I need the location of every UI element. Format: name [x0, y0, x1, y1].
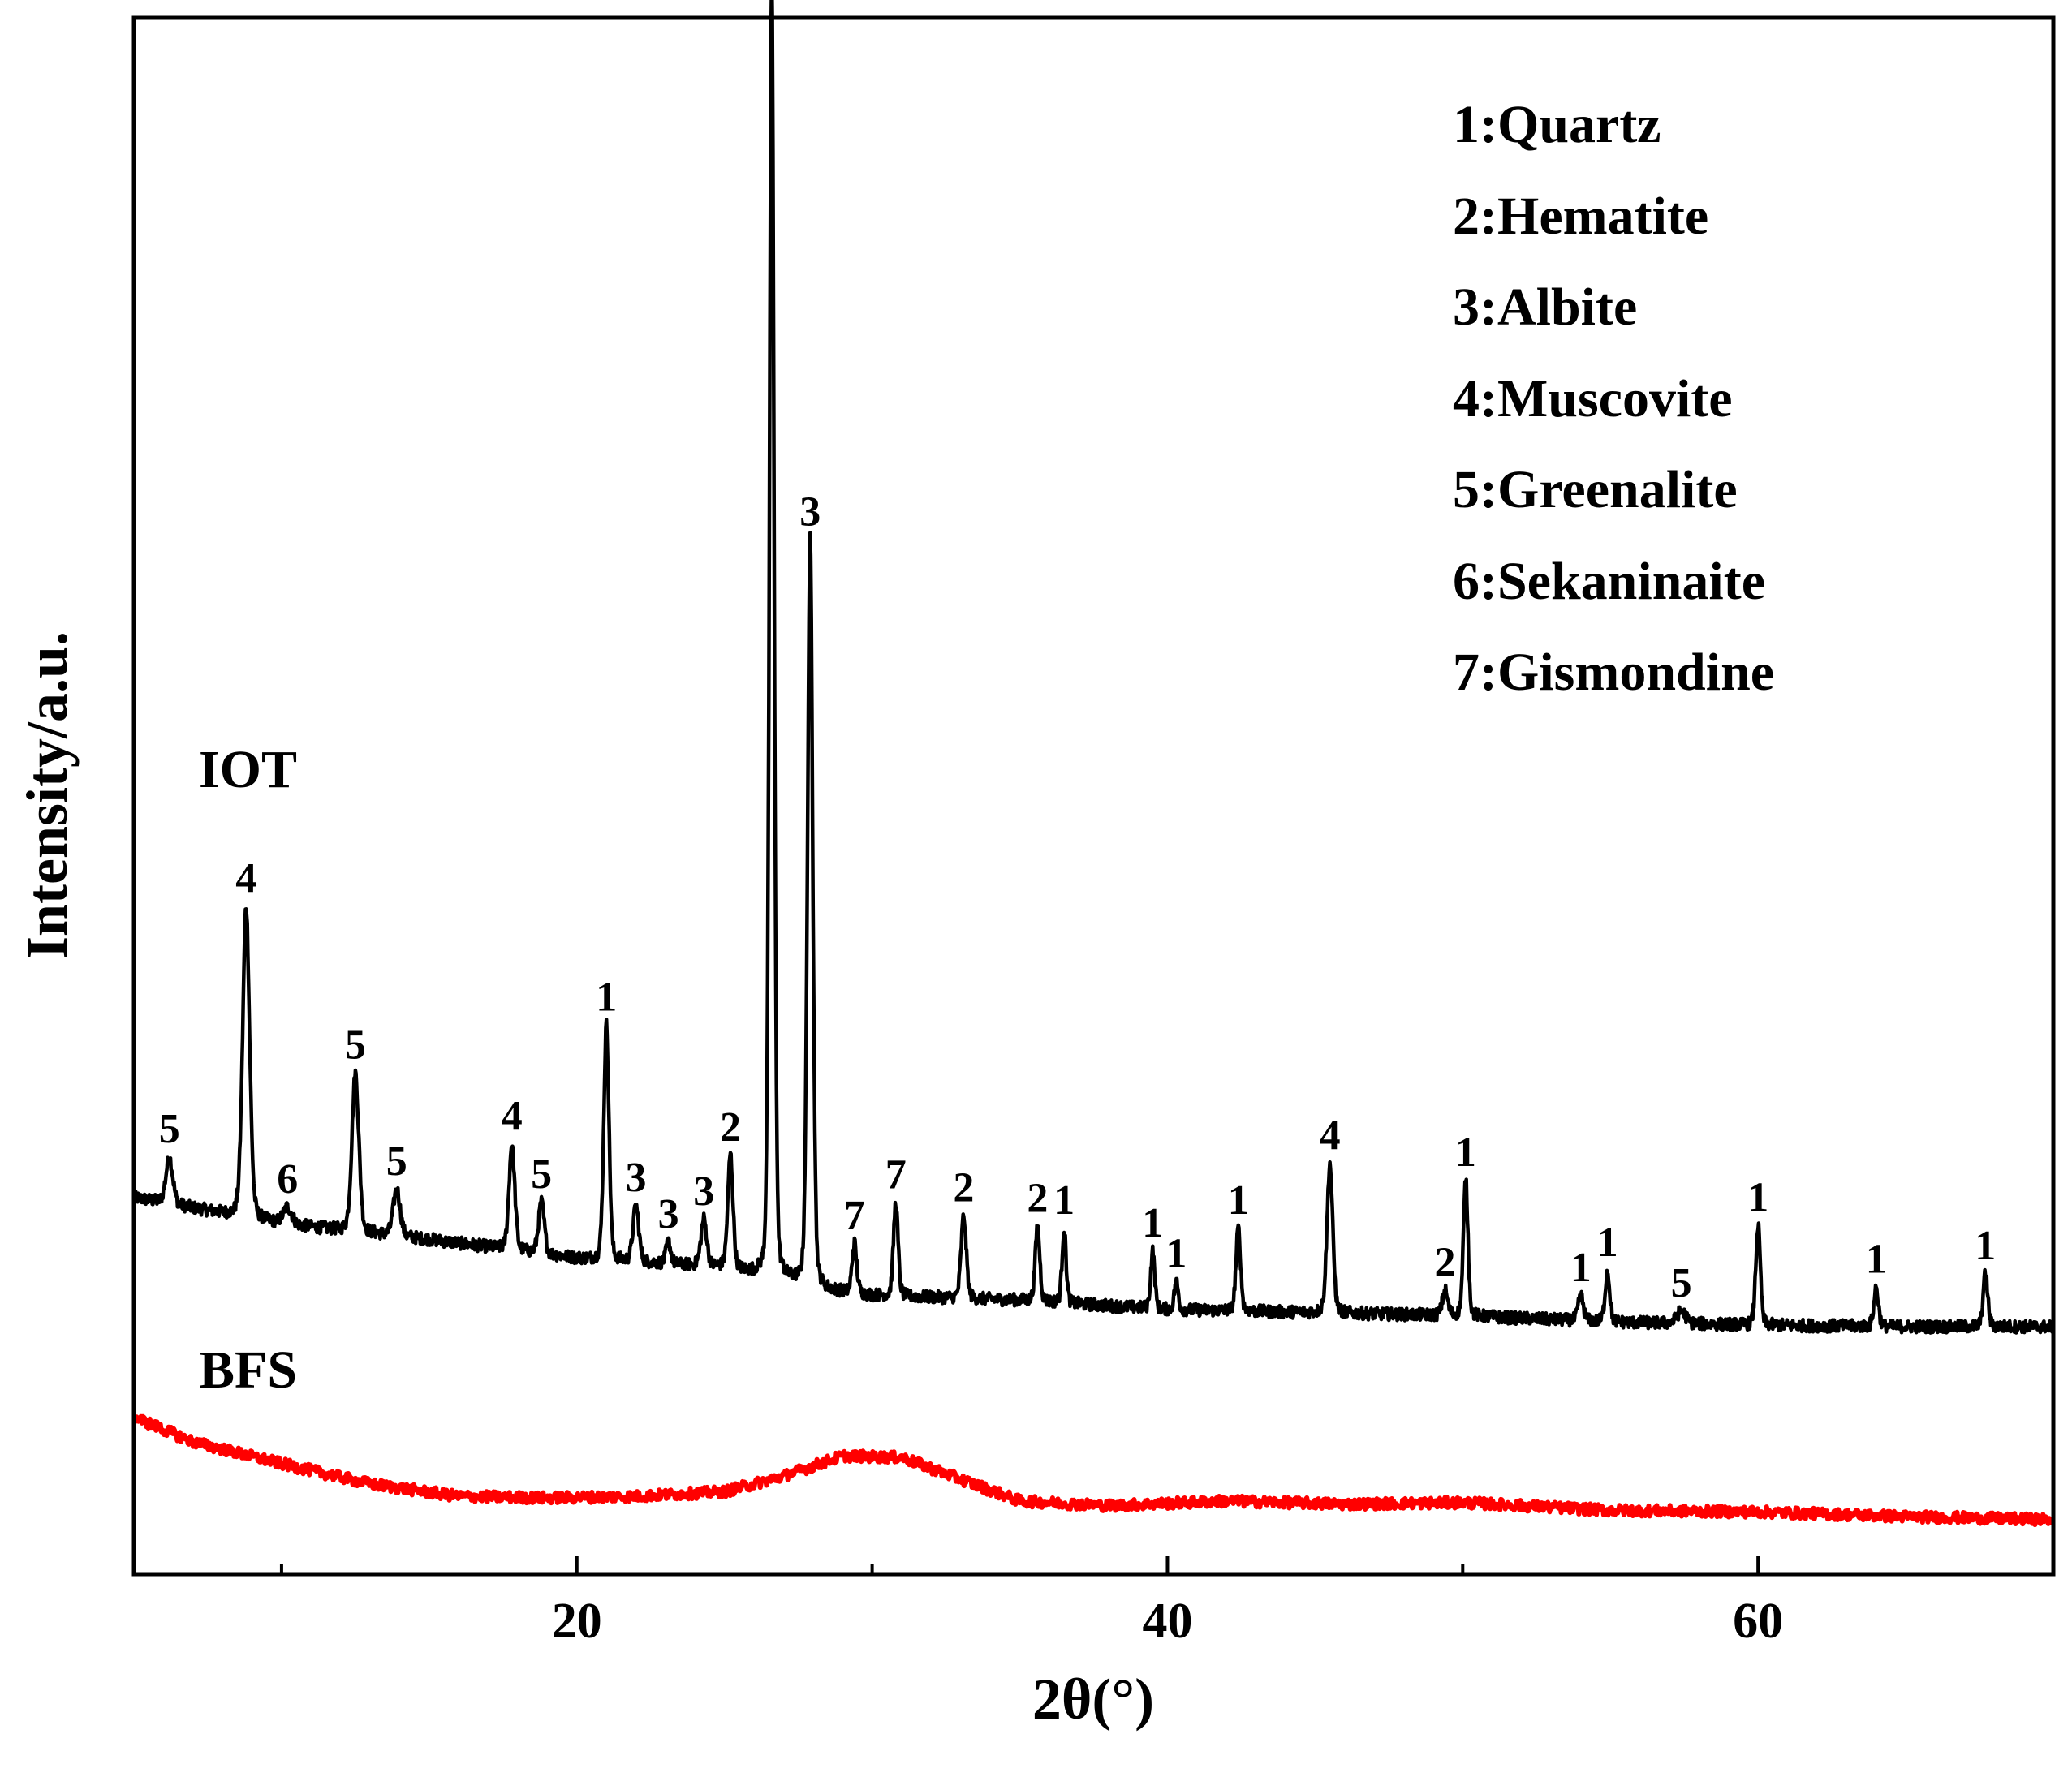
- x-axis-ticks: 20 40 60: [279, 1556, 2055, 1649]
- peak-label: 3: [693, 1168, 714, 1215]
- peak-label: 2: [720, 1104, 741, 1151]
- peak-label: 1: [596, 974, 617, 1020]
- bfs-line: [131, 1413, 2056, 1528]
- legend-item-hematite: 2:Hematite: [1453, 187, 1708, 246]
- peak-label: 2: [953, 1165, 974, 1211]
- x-tick-label: 20: [552, 1594, 602, 1649]
- peak-label: 1: [1747, 1174, 1768, 1220]
- peak-label: 5: [386, 1138, 407, 1185]
- peak-labels: 5465545133321377221111421115111: [159, 488, 1997, 1306]
- peak-label: 2: [1027, 1176, 1048, 1222]
- peak-label: 1: [1866, 1237, 1887, 1283]
- peak-label: 1: [1597, 1220, 1618, 1266]
- iot-series-layer: [131, 0, 2056, 1335]
- peak-label: 1: [1142, 1200, 1163, 1246]
- peak-label: 4: [502, 1093, 523, 1139]
- iot-line: [131, 0, 2056, 1335]
- peak-label: 4: [1320, 1112, 1341, 1159]
- legend: 1:Quartz 2:Hematite 3:Albite 4:Muscovite…: [1453, 95, 1774, 702]
- peak-label: 1: [1455, 1129, 1476, 1176]
- plot-frame: [131, 15, 2056, 1577]
- legend-item-muscovite: 4:Muscovite: [1453, 369, 1733, 428]
- peak-label: 3: [626, 1155, 647, 1201]
- peak-label: 5: [531, 1151, 552, 1198]
- peak-label: 4: [235, 855, 256, 901]
- peak-label: 5: [345, 1022, 366, 1068]
- x-tick-label: 40: [1142, 1594, 1192, 1649]
- x-tick-label: 60: [1733, 1594, 1783, 1649]
- peak-label: 3: [658, 1191, 679, 1237]
- peak-label: 7: [885, 1152, 907, 1198]
- peak-label: 2: [1435, 1240, 1456, 1286]
- peak-label: 1: [1053, 1177, 1075, 1224]
- legend-item-albite: 3:Albite: [1453, 278, 1637, 337]
- peak-label: 7: [844, 1193, 865, 1239]
- legend-item-quartz: 1:Quartz: [1453, 95, 1661, 154]
- peak-label: 1: [1165, 1231, 1187, 1277]
- peak-label: 5: [1671, 1260, 1692, 1306]
- legend-item-gismondine: 7:Gismondine: [1453, 643, 1774, 702]
- peak-label: 1: [1975, 1223, 1996, 1269]
- peak-label: 6: [277, 1156, 298, 1203]
- legend-item-sekaninaite: 6:Sekaninaite: [1453, 552, 1765, 611]
- series-label-iot: IOT: [199, 740, 297, 799]
- peak-label: 1: [1228, 1177, 1249, 1224]
- series-label-bfs: BFS: [199, 1340, 297, 1400]
- peak-label: 1: [1570, 1245, 1592, 1291]
- peak-label: 5: [159, 1106, 180, 1152]
- peak-label: 3: [799, 488, 821, 535]
- legend-item-greenalite: 5:Greenalite: [1453, 460, 1738, 519]
- y-axis-label: Intensity/a.u.: [15, 631, 80, 959]
- bfs-series-layer: [131, 1413, 2056, 1528]
- x-axis-label: 2θ(°): [1032, 1667, 1154, 1732]
